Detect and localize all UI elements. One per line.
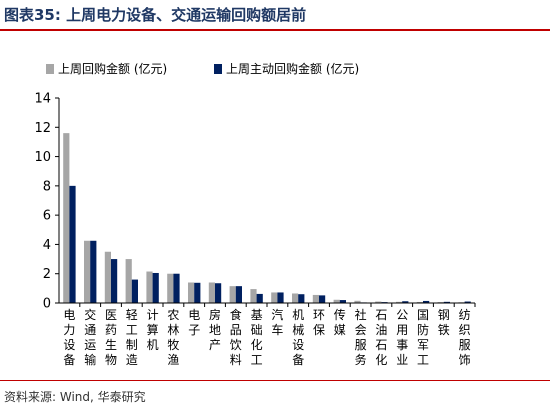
x-category-label: 农林牧渔 (167, 308, 179, 367)
bar-active (90, 240, 97, 303)
source-note: 资料来源: Wind, 华泰研究 (4, 390, 146, 404)
x-category-label: 计算机 (147, 308, 159, 352)
bar-active (256, 293, 263, 303)
x-category-label: 医药生物 (105, 308, 117, 367)
bar-active (111, 259, 118, 303)
bar-active (69, 185, 76, 303)
x-category-label: 机械设备 (292, 308, 304, 367)
bar-total (146, 271, 153, 303)
bar-active (215, 283, 222, 303)
bar-active (443, 301, 450, 303)
bar-active (339, 300, 346, 303)
x-category-label: 基础化工 (251, 308, 263, 367)
legend: 上周回购金额 (亿元) 上周主动回购金额 (亿元) (46, 61, 359, 76)
x-category-label: 汽车 (271, 307, 283, 337)
source-rule (0, 380, 550, 381)
bar-total (375, 301, 382, 303)
x-category-label: 钢铁 (438, 308, 450, 337)
y-tick-label: 14 (34, 92, 51, 107)
bar-total (333, 299, 340, 303)
legend-label: 上周主动回购金额 (亿元) (226, 61, 359, 76)
x-category-label: 环保 (313, 308, 325, 337)
bar-total (312, 294, 319, 303)
x-category-label: 食品饮料 (230, 307, 242, 367)
bar-active (423, 300, 430, 303)
bar-total (188, 282, 195, 303)
y-tick-label: 6 (43, 209, 51, 224)
bars (63, 133, 471, 303)
y-tick-label: 4 (43, 238, 51, 253)
y-tick-label: 12 (34, 121, 51, 136)
bar-active (131, 279, 138, 303)
y-tick-label: 2 (43, 267, 51, 282)
y-tick-label: 0 (43, 297, 51, 312)
bar-active (173, 273, 180, 303)
bar-total (250, 289, 257, 303)
title-rule (0, 29, 550, 31)
legend-label: 上周回购金额 (亿元) (58, 61, 167, 76)
legend-swatch (46, 64, 54, 74)
bar-total (396, 301, 403, 303)
x-category-label: 纺织服饰 (459, 308, 471, 367)
x-category-label: 房地产 (209, 307, 221, 352)
x-category-label: 社会服务 (355, 307, 367, 367)
bar-active (319, 295, 326, 303)
x-category-label: 交通运输 (84, 307, 96, 367)
y-tick-label: 10 (34, 150, 51, 165)
bar-total (271, 292, 278, 303)
x-category-label: 公用事业 (396, 308, 408, 367)
x-category-label: 传媒 (334, 307, 346, 337)
y-axis: 0 2 4 6 8 10 12 14 (34, 92, 60, 312)
bar-total (208, 282, 215, 303)
x-category-label: 电子 (188, 308, 200, 337)
bar-total (104, 251, 111, 303)
bar-total (229, 286, 236, 303)
bar-total (354, 300, 361, 303)
bar-active (152, 272, 159, 303)
x-category-label: 国防军工 (417, 308, 429, 367)
x-category-label: 轻工制造 (126, 308, 138, 367)
x-category-label: 石油石化 (375, 308, 387, 367)
bar-total (167, 273, 174, 303)
bar-total (84, 240, 91, 303)
bar-total (292, 293, 299, 303)
bar-active (402, 301, 409, 303)
figure-title: 图表35: 上周电力设备、交通运输回购额居前 (4, 6, 307, 24)
y-tick-label: 8 (43, 179, 51, 194)
x-axis: 电力设备交通运输医药生物轻工制造计算机农林牧渔电子房地产食品饮料基础化工汽车机械… (59, 302, 476, 367)
bar-active (277, 292, 284, 303)
bar-active (194, 282, 201, 303)
bar-total (125, 259, 132, 303)
bar-total (63, 133, 70, 303)
bar-active (235, 286, 242, 303)
bar-chart: 上周回购金额 (亿元) 上周主动回购金额 (亿元) 0 2 4 6 8 10 12 14 电力设… (34, 61, 476, 367)
x-category-label: 电力设备 (63, 308, 75, 367)
legend-swatch (214, 64, 222, 74)
bar-active (298, 294, 305, 303)
bar-active (464, 301, 471, 303)
bar-total (416, 301, 423, 303)
